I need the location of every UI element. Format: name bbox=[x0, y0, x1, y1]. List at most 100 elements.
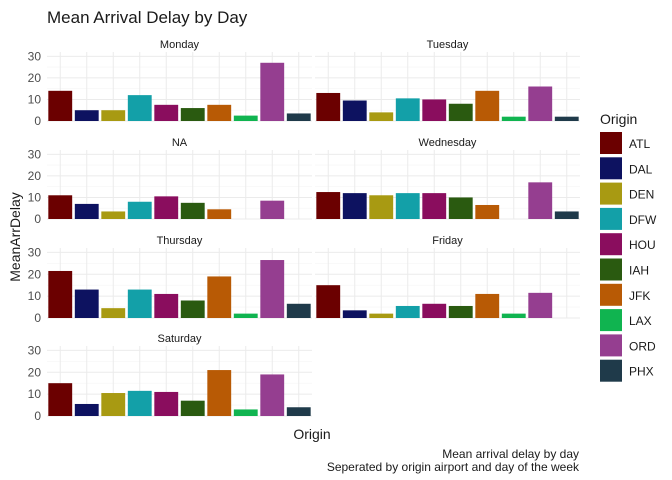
bar-ord bbox=[528, 182, 553, 219]
y-tick-label: 30 bbox=[28, 245, 42, 259]
bar-den bbox=[369, 195, 394, 219]
bar-ord bbox=[260, 374, 285, 416]
y-tick-label: 10 bbox=[28, 289, 42, 303]
bar-den bbox=[369, 112, 394, 121]
facet-panel: Thursday 0 10 20 30 bbox=[28, 235, 312, 325]
facet-title: Friday bbox=[432, 235, 463, 247]
bar-iah bbox=[448, 103, 473, 121]
x-axis-title: Origin bbox=[293, 426, 330, 442]
y-tick-label: 20 bbox=[28, 365, 42, 379]
bar-dal bbox=[342, 193, 367, 219]
facet-panel: NA 0 10 20 30 bbox=[28, 137, 312, 226]
bar-ord bbox=[260, 200, 285, 219]
bar-dal bbox=[342, 100, 367, 121]
bar-iah bbox=[180, 400, 205, 416]
y-tick-label: 20 bbox=[28, 267, 42, 281]
legend-key-phx bbox=[600, 359, 622, 382]
caption-line-2: Seperated by origin airport and day of t… bbox=[327, 460, 580, 474]
bar-dal bbox=[74, 203, 99, 219]
chart-title: Mean Arrival Delay by Day bbox=[47, 8, 248, 27]
bar-dal bbox=[74, 289, 99, 318]
y-tick-label: 0 bbox=[34, 114, 41, 128]
bar-dal bbox=[342, 310, 367, 318]
bar-iah bbox=[448, 197, 473, 219]
y-tick-label: 10 bbox=[28, 92, 42, 106]
facet-panel: Saturday 0 10 20 30 bbox=[28, 333, 312, 423]
bar-den bbox=[101, 393, 126, 416]
bar-den bbox=[369, 313, 394, 318]
facet-panel: Wednesday bbox=[315, 137, 580, 220]
bar-jfk bbox=[207, 370, 232, 416]
bar-phx bbox=[286, 113, 311, 121]
bar-ord bbox=[528, 86, 553, 121]
legend-label: JFK bbox=[629, 289, 650, 303]
y-tick-label: 0 bbox=[34, 409, 41, 423]
facet-panels: Monday 0 10 20 30 Tuesday NA 0 10 20 30 Wednesday Th… bbox=[28, 39, 580, 423]
facet-title: Tuesday bbox=[427, 39, 469, 51]
legend-label: LAX bbox=[629, 314, 652, 328]
bar-iah bbox=[180, 202, 205, 219]
facet-panel: Monday 0 10 20 30 bbox=[28, 39, 312, 128]
bar-hou bbox=[422, 303, 447, 318]
bar-lax bbox=[501, 313, 526, 318]
y-tick-label: 20 bbox=[28, 169, 42, 183]
y-tick-label: 0 bbox=[34, 212, 41, 226]
facet-panel: Tuesday bbox=[315, 39, 580, 122]
bar-atl bbox=[48, 270, 73, 318]
bar-jfk bbox=[207, 276, 232, 318]
bar-ord bbox=[260, 62, 285, 121]
bar-lax bbox=[501, 116, 526, 121]
legend-label: DFW bbox=[629, 213, 657, 227]
bar-phx bbox=[554, 211, 579, 219]
legend-key-ord bbox=[600, 334, 622, 357]
legend-label: HOU bbox=[629, 238, 656, 252]
caption-line-1: Mean arrival delay by day bbox=[442, 447, 579, 461]
y-axis-title: MeanArrDelay bbox=[7, 192, 23, 281]
facet-panel: Friday bbox=[315, 235, 580, 319]
legend: Origin ATL DAL DEN DFW HOU IAH JFK LAX ORD PHX bbox=[600, 111, 657, 382]
bar-dfw bbox=[127, 289, 152, 318]
legend-key-jfk bbox=[600, 283, 622, 306]
y-tick-label: 30 bbox=[28, 49, 42, 63]
legend-key-atl bbox=[600, 132, 622, 154]
bar-iah bbox=[180, 108, 205, 121]
bar-hou bbox=[154, 391, 179, 416]
legend-label: ATL bbox=[629, 137, 650, 151]
bar-lax bbox=[233, 313, 258, 318]
bar-atl bbox=[48, 195, 73, 219]
legend-key-iah bbox=[600, 258, 622, 281]
bar-iah bbox=[180, 300, 205, 318]
bar-hou bbox=[154, 293, 179, 318]
bar-den bbox=[101, 211, 126, 219]
bar-ord bbox=[260, 260, 285, 318]
legend-label: IAH bbox=[629, 264, 649, 278]
bar-jfk bbox=[207, 209, 232, 219]
bar-dfw bbox=[127, 390, 152, 416]
bar-phx bbox=[286, 407, 311, 416]
facet-title: Saturday bbox=[157, 333, 202, 345]
bar-lax bbox=[233, 409, 258, 416]
facet-title: Thursday bbox=[157, 235, 203, 247]
y-tick-label: 30 bbox=[28, 343, 42, 357]
bar-jfk bbox=[207, 104, 232, 121]
facet-title: Wednesday bbox=[419, 137, 477, 149]
bar-den bbox=[101, 110, 126, 121]
y-tick-label: 30 bbox=[28, 147, 42, 161]
bar-atl bbox=[316, 285, 341, 318]
bar-dfw bbox=[395, 193, 420, 219]
bar-jfk bbox=[475, 90, 500, 121]
y-tick-label: 10 bbox=[28, 190, 42, 204]
bar-dfw bbox=[127, 95, 152, 121]
legend-key-lax bbox=[600, 309, 622, 332]
y-tick-label: 0 bbox=[34, 311, 41, 325]
bar-jfk bbox=[475, 293, 500, 318]
bar-dal bbox=[74, 110, 99, 121]
bar-ord bbox=[528, 292, 553, 318]
bar-phx bbox=[286, 303, 311, 318]
legend-label: ORD bbox=[629, 339, 656, 353]
y-tick-label: 20 bbox=[28, 71, 42, 85]
legend-title: Origin bbox=[600, 111, 637, 127]
bar-hou bbox=[422, 193, 447, 219]
legend-key-dfw bbox=[600, 207, 622, 230]
